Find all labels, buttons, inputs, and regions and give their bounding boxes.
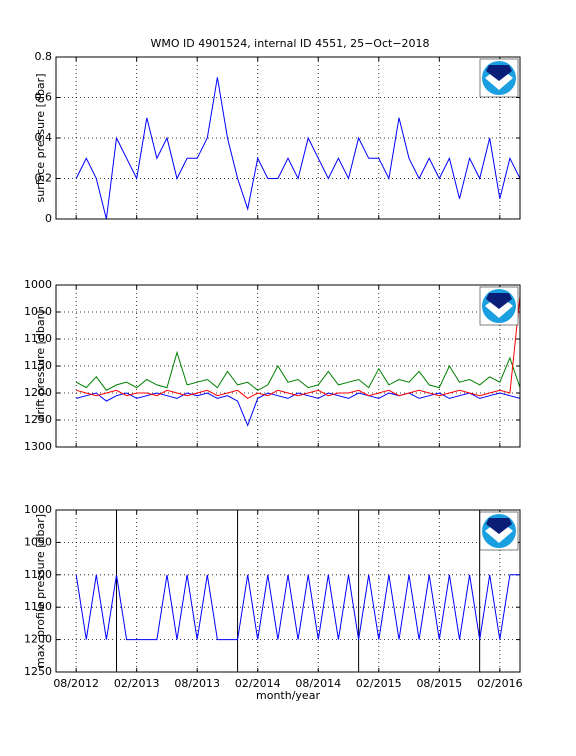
- plot-frame: [55, 509, 521, 673]
- y-axis-label: surface pressure [dbar]: [34, 74, 47, 203]
- y-tick-label: 0: [45, 212, 52, 225]
- y-tick-label: 0.4: [35, 131, 53, 144]
- y-axis-label: max. profile pressure [dbar]: [34, 514, 47, 668]
- y-tick-label: 1050: [24, 535, 52, 548]
- y-tick-label: 1150: [24, 359, 52, 372]
- y-tick-label: 1150: [24, 600, 52, 613]
- data-line: [76, 392, 521, 427]
- y-tick-label: 0.8: [35, 50, 53, 63]
- data-line: [75, 77, 521, 220]
- plot-frame: [55, 56, 521, 220]
- x-tick-label: 02/2016: [477, 677, 523, 690]
- noaa-logo: [479, 58, 519, 98]
- logo-top: [486, 518, 512, 534]
- data-line: [75, 574, 520, 641]
- x-tick-label: 08/2013: [174, 677, 220, 690]
- x-tick-label: 08/2012: [53, 677, 99, 690]
- y-tick-label: 1200: [24, 386, 52, 399]
- y-tick-label: 1300: [24, 440, 52, 453]
- noaa-logo: [479, 286, 519, 326]
- y-tick-label: 1050: [24, 305, 52, 318]
- noaa-logo: [479, 511, 519, 551]
- y-tick-label: 1100: [24, 332, 52, 345]
- x-tick-label: 08/2015: [416, 677, 462, 690]
- y-tick-label: 1200: [24, 633, 52, 646]
- y-tick-label: 0.2: [35, 172, 53, 185]
- y-tick-label: 1000: [24, 278, 52, 291]
- y-tick-label: 1100: [24, 568, 52, 581]
- x-axis-label: month/year: [256, 689, 320, 702]
- data-line: [75, 350, 521, 391]
- x-tick-label: 02/2015: [356, 677, 402, 690]
- y-tick-label: 1250: [24, 413, 52, 426]
- plot-area: [56, 510, 520, 672]
- x-tick-label: 08/2014: [295, 677, 341, 690]
- x-tick-label: 02/2013: [114, 677, 160, 690]
- logo-top: [486, 65, 512, 81]
- plot-frame: [55, 284, 521, 448]
- x-tick-label: 02/2014: [235, 677, 281, 690]
- y-tick-label: 1000: [24, 503, 52, 516]
- logo-top: [486, 293, 512, 309]
- y-axis-label: drift pressure [dbar]: [34, 311, 47, 422]
- y-tick-label: 1250: [24, 665, 52, 678]
- y-tick-label: 0.6: [35, 91, 53, 104]
- chart-title: WMO ID 4901524, internal ID 4551, 25−Oct…: [150, 37, 429, 50]
- data-line: [76, 295, 521, 399]
